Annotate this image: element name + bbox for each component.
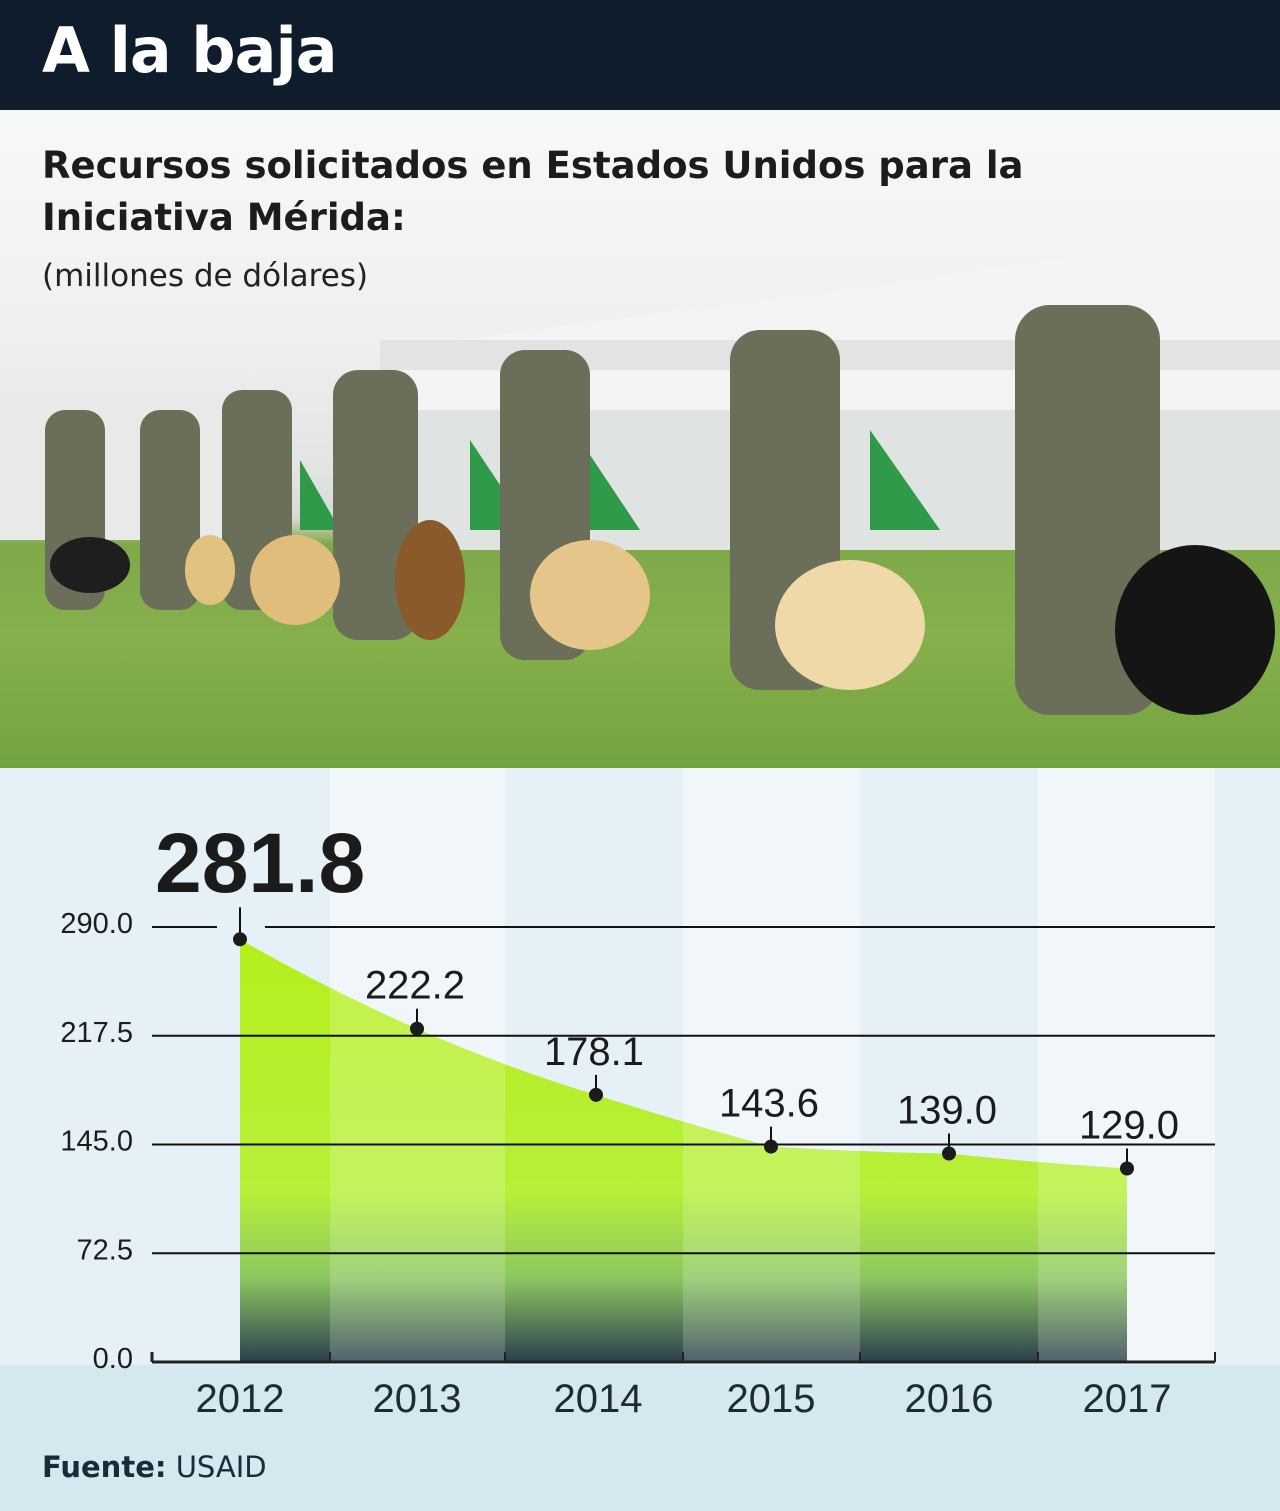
data-label: 222.2 [365, 964, 465, 1008]
source-value: USAID [175, 1450, 267, 1484]
source-note: Fuente: USAID [42, 1450, 267, 1484]
x-tick-label: 2015 [727, 1377, 816, 1421]
source-label: Fuente: [42, 1450, 167, 1484]
header-bar: A la baja [0, 0, 1280, 110]
x-tick-label: 2012 [196, 1377, 285, 1421]
area-fill [240, 939, 1127, 1362]
x-tick-label: 2014 [554, 1377, 643, 1421]
chart-subtitle: Recursos solicitados en Estados Unidos p… [42, 144, 1024, 239]
photo-illustration [0, 230, 1280, 715]
y-tick-label: 0.0 [93, 1343, 133, 1375]
data-point [233, 932, 247, 947]
y-tick-label: 145.0 [60, 1126, 133, 1158]
data-point [942, 1146, 956, 1161]
data-point [1120, 1161, 1134, 1176]
dogs [50, 520, 1275, 715]
data-label: 178.1 [544, 1030, 644, 1074]
y-tick-label: 72.5 [77, 1234, 133, 1266]
x-tick-label: 2013 [373, 1377, 462, 1421]
photo-soldiers-with-dogs [0, 110, 1280, 768]
data-point [410, 1021, 424, 1036]
data-point [589, 1087, 603, 1102]
data-point [764, 1139, 778, 1154]
axis-band [0, 1365, 1280, 1511]
y-tick-label: 290.0 [60, 908, 133, 940]
data-label: 143.6 [719, 1082, 819, 1126]
y-tick-label: 217.5 [60, 1017, 133, 1049]
data-label: 139.0 [897, 1089, 997, 1133]
data-label: 129.0 [1079, 1104, 1179, 1148]
page-title: A la baja [42, 14, 338, 87]
units-label: (millones de dólares) [42, 258, 369, 294]
x-tick-label: 2016 [905, 1377, 994, 1421]
data-label-highlight: 281.8 [155, 816, 365, 910]
x-tick-label: 2017 [1083, 1377, 1172, 1421]
